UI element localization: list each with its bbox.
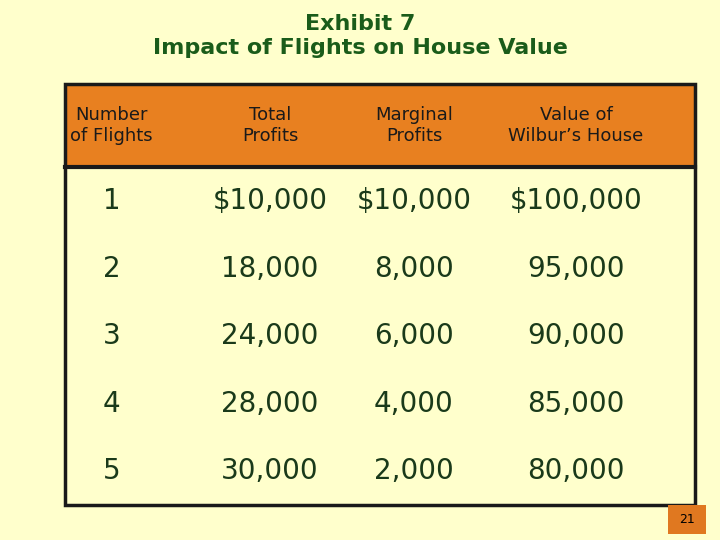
Text: 4,000: 4,000	[374, 390, 454, 417]
Text: $100,000: $100,000	[510, 187, 642, 215]
Text: 2: 2	[103, 255, 120, 282]
Text: Value of
Wilbur’s House: Value of Wilbur’s House	[508, 106, 644, 145]
Text: 95,000: 95,000	[527, 255, 625, 282]
Text: 24,000: 24,000	[221, 322, 319, 350]
Text: $10,000: $10,000	[356, 187, 472, 215]
Text: $10,000: $10,000	[212, 187, 328, 215]
Text: 18,000: 18,000	[221, 255, 319, 282]
Text: 21: 21	[679, 513, 695, 526]
Text: Exhibit 7: Exhibit 7	[305, 14, 415, 33]
Bar	[65, 167, 695, 505]
Text: 5: 5	[103, 457, 120, 485]
Text: 2,000: 2,000	[374, 457, 454, 485]
Text: 80,000: 80,000	[527, 457, 625, 485]
Bar	[668, 505, 706, 534]
Text: 1: 1	[103, 187, 120, 215]
Text: Marginal
Profits: Marginal Profits	[375, 106, 453, 145]
Text: Impact of Flights on House Value: Impact of Flights on House Value	[153, 38, 567, 58]
Text: 3: 3	[103, 322, 120, 350]
Text: 30,000: 30,000	[221, 457, 319, 485]
Text: 85,000: 85,000	[527, 390, 625, 417]
Bar	[65, 84, 695, 167]
Bar	[65, 84, 695, 505]
Text: Total
Profits: Total Profits	[242, 106, 298, 145]
Text: 4: 4	[103, 390, 120, 417]
Text: 28,000: 28,000	[221, 390, 319, 417]
Text: 8,000: 8,000	[374, 255, 454, 282]
Text: Number
of Flights: Number of Flights	[71, 106, 153, 145]
Text: 90,000: 90,000	[527, 322, 625, 350]
Text: 6,000: 6,000	[374, 322, 454, 350]
